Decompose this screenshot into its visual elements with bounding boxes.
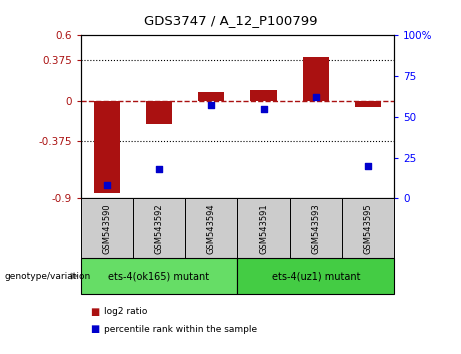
Point — [103, 182, 111, 188]
Text: ■: ■ — [90, 324, 99, 334]
Text: GSM543591: GSM543591 — [259, 203, 268, 254]
Text: log2 ratio: log2 ratio — [104, 307, 147, 316]
Text: ets-4(uz1) mutant: ets-4(uz1) mutant — [272, 271, 360, 281]
Text: GSM543595: GSM543595 — [364, 203, 372, 254]
Point — [312, 95, 319, 100]
Bar — [146, 101, 172, 124]
Text: ■: ■ — [90, 307, 99, 316]
Point — [207, 103, 215, 108]
Text: percentile rank within the sample: percentile rank within the sample — [104, 325, 257, 334]
Point — [155, 166, 163, 172]
Text: GSM543594: GSM543594 — [207, 203, 216, 254]
Point — [364, 163, 372, 169]
Bar — [303, 57, 329, 101]
Bar — [250, 90, 277, 101]
Bar — [94, 101, 120, 193]
Bar — [198, 92, 225, 101]
Text: ets-4(ok165) mutant: ets-4(ok165) mutant — [108, 271, 210, 281]
Text: GSM543593: GSM543593 — [311, 203, 320, 254]
Text: GSM543590: GSM543590 — [102, 203, 111, 254]
Text: genotype/variation: genotype/variation — [5, 272, 91, 281]
Text: GSM543592: GSM543592 — [154, 203, 164, 254]
Bar — [355, 101, 381, 107]
Point — [260, 106, 267, 112]
Text: GDS3747 / A_12_P100799: GDS3747 / A_12_P100799 — [144, 14, 317, 27]
